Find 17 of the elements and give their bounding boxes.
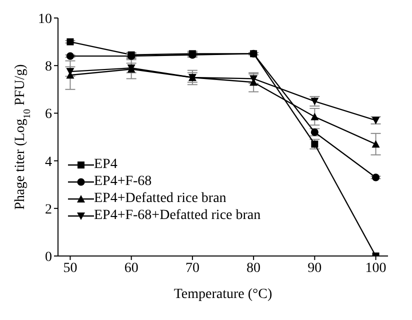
y-tick-label: 6 (45, 107, 52, 122)
y-tick-label: 10 (38, 12, 52, 27)
legend-label: EP4 (94, 156, 118, 173)
x-tick-label: 60 (124, 260, 138, 276)
y-tick-label: 4 (45, 154, 52, 170)
legend-label: EP4+F-68+Defatted rice bran (94, 207, 261, 224)
legend-label: EP4+F-68 (94, 173, 152, 190)
x-axis-title: Temperature (°C) (174, 286, 272, 302)
y-tick-label: 8 (45, 60, 52, 75)
x-tick-label: 80 (246, 260, 261, 276)
x-tick-label: 50 (63, 260, 78, 276)
legend-label: EP4+Defatted rice bran (94, 190, 226, 207)
x-tick-label: 90 (308, 260, 322, 276)
x-tick-label: 70 (185, 260, 200, 276)
y-tick-label: 2 (45, 202, 52, 218)
x-tick-label: 100 (365, 260, 386, 276)
y-tick-label: 0 (45, 250, 52, 265)
